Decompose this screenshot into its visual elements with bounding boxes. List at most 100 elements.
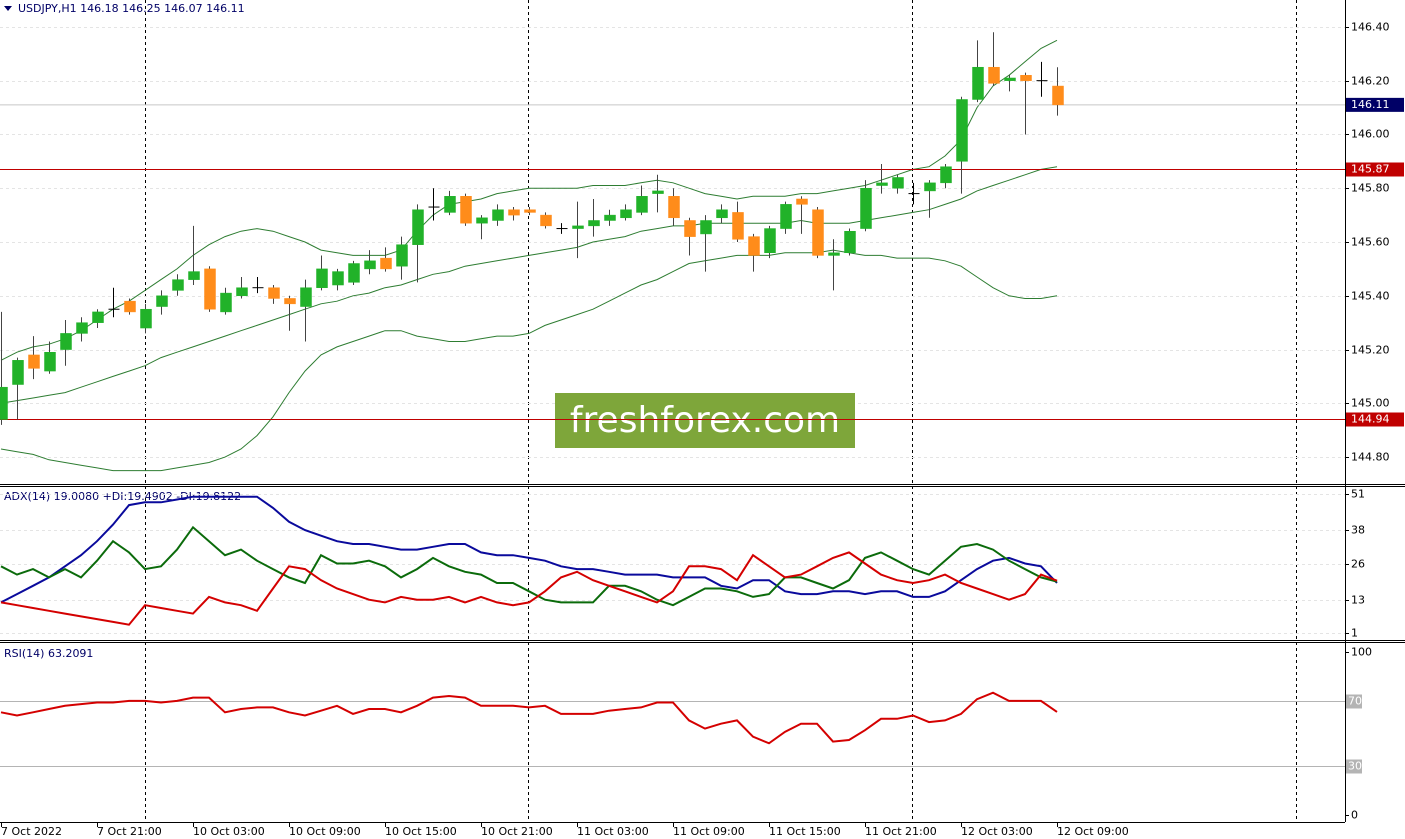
candle-body (1020, 75, 1032, 81)
candle-body (604, 214, 616, 221)
y-tick-label: 145.00 (1351, 397, 1390, 410)
candle-body (156, 295, 168, 307)
candle-body (236, 287, 248, 297)
bollinger-band (0, 166, 1058, 404)
y-tick-label: 146.40 (1351, 21, 1390, 34)
candle-body (972, 66, 984, 100)
candle-body (700, 220, 712, 235)
candle-body (44, 351, 56, 372)
x-tick-label: 12 Oct 09:00 (1057, 825, 1129, 838)
candle-body (0, 386, 8, 420)
candle-body (92, 311, 104, 323)
rsi-title: RSI(14) 63.2091 (4, 647, 93, 660)
y-tick-label: 38 (1351, 524, 1365, 537)
candle-body (332, 271, 344, 286)
candle-body (988, 66, 1000, 84)
level-label: 30 (1348, 760, 1362, 773)
y-tick-label: 145.80 (1351, 182, 1390, 195)
candle-body (76, 322, 88, 334)
separators (145, 0, 1297, 822)
candle-body (876, 182, 888, 186)
y-tick-label: 145.60 (1351, 236, 1390, 249)
x-tick-label: 12 Oct 03:00 (961, 825, 1033, 838)
x-tick-label: 7 Oct 21:00 (97, 825, 162, 838)
candle-body (892, 177, 904, 189)
candle-body (540, 214, 552, 227)
level-label-box (1346, 759, 1362, 774)
adx-title: ADX(14) 19.0080 +DI:19.4902 -DI:19.8122 (4, 490, 241, 503)
candle-body (28, 354, 40, 369)
candle-body (60, 333, 72, 350)
candle-body (636, 196, 648, 213)
candle-body (12, 360, 24, 385)
candle-body (796, 198, 808, 205)
x-tick-label: 11 Oct 03:00 (577, 825, 649, 838)
menu-arrow[interactable] (4, 6, 12, 11)
last-price-label: 146.11 (1351, 98, 1390, 111)
x-tick-label: 11 Oct 15:00 (769, 825, 841, 838)
indicator-line (0, 551, 1058, 626)
y-tick-label: 51 (1351, 488, 1365, 501)
candle-body (380, 257, 392, 270)
candle-body (348, 263, 360, 283)
watermark-box (555, 393, 855, 448)
x-tick-label: 10 Oct 15:00 (385, 825, 457, 838)
y-tick-label: 13 (1351, 594, 1365, 607)
candle-body (844, 230, 856, 254)
y-tick-label: 146.20 (1351, 75, 1390, 88)
candle-body (668, 196, 680, 219)
y-tick-label: 1 (1351, 627, 1358, 640)
level-label-box (1346, 694, 1362, 709)
x-tick-label: 10 Oct 09:00 (289, 825, 361, 838)
indicator-line (0, 691, 1058, 745)
candle-body (716, 209, 728, 219)
candle-body (444, 196, 456, 213)
candle-body (476, 217, 488, 224)
x-tick-label: 11 Oct 21:00 (865, 825, 937, 838)
candle-body (396, 244, 408, 267)
candle-body (956, 99, 968, 162)
x-tick-label: 11 Oct 09:00 (673, 825, 745, 838)
x-tick-label: 10 Oct 03:00 (193, 825, 265, 838)
x-tick-label: 7 Oct 2022 (1, 825, 62, 838)
level-label: 70 (1348, 695, 1362, 708)
candle-body (524, 209, 536, 213)
watermark: freshforex.com (570, 400, 840, 441)
candle-body (1004, 77, 1016, 81)
candle-body (172, 279, 184, 291)
candle-body (924, 182, 936, 192)
candle-body (828, 252, 840, 256)
candle-body (860, 187, 872, 229)
last-price-label-box (1346, 97, 1404, 112)
candle-body (140, 308, 152, 329)
y-tick-label: 146.00 (1351, 128, 1390, 141)
level-label: 145.87 (1351, 163, 1390, 176)
candle-body (220, 292, 232, 313)
y-tick-label: 145.20 (1351, 344, 1390, 357)
level-label: 144.94 (1351, 413, 1390, 426)
indicator-line (0, 495, 1058, 604)
candle-body (204, 268, 216, 310)
candle-body (412, 209, 424, 245)
candle-body (124, 300, 136, 313)
indicator-line (0, 525, 1058, 607)
candle-body (1052, 85, 1064, 106)
y-tick-label: 0 (1351, 809, 1358, 822)
candle-body (652, 190, 664, 194)
candle-body (268, 287, 280, 299)
candle-body (572, 225, 584, 229)
bollinger-band (0, 249, 1058, 472)
candle-body (460, 196, 472, 224)
candle-body (684, 220, 696, 237)
x-tick-label: 10 Oct 21:00 (481, 825, 553, 838)
y-tick-label: 145.40 (1351, 290, 1390, 303)
candle-body (940, 166, 952, 184)
y-tick-label: 144.80 (1351, 451, 1390, 464)
candle-body (812, 209, 824, 256)
candle-body (764, 228, 776, 254)
candle-body (508, 209, 520, 216)
candle-body (492, 209, 504, 221)
candle-body (588, 220, 600, 227)
